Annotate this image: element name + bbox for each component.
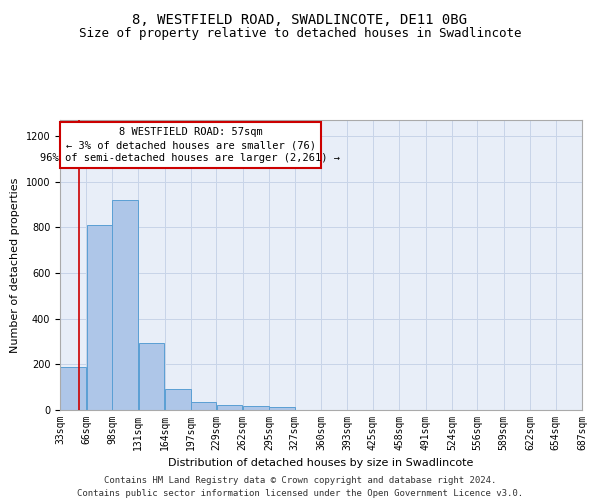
Bar (217, 406, 242, 410)
Bar (191, 402, 216, 410)
Text: 96% of semi-detached houses are larger (2,261) →: 96% of semi-detached houses are larger (… (41, 153, 341, 163)
Text: 8 WESTFIELD ROAD: 57sqm: 8 WESTFIELD ROAD: 57sqm (119, 128, 262, 138)
Y-axis label: Number of detached properties: Number of detached properties (10, 178, 20, 352)
Bar (61, 366, 86, 410)
Bar (139, 342, 164, 410)
X-axis label: Distribution of detached houses by size in Swadlincote: Distribution of detached houses by size … (169, 458, 473, 468)
Bar (112, 200, 138, 410)
Text: 8, WESTFIELD ROAD, SWADLINCOTE, DE11 0BG: 8, WESTFIELD ROAD, SWADLINCOTE, DE11 0BG (133, 12, 467, 26)
Bar (60, 122, 321, 168)
Bar (165, 390, 191, 410)
Text: Contains HM Land Registry data © Crown copyright and database right 2024.
Contai: Contains HM Land Registry data © Crown c… (77, 476, 523, 498)
Bar (86, 225, 112, 410)
Text: ← 3% of detached houses are smaller (76): ← 3% of detached houses are smaller (76) (65, 140, 316, 150)
Bar (243, 406, 269, 410)
Bar (269, 408, 295, 410)
Text: Size of property relative to detached houses in Swadlincote: Size of property relative to detached ho… (79, 28, 521, 40)
